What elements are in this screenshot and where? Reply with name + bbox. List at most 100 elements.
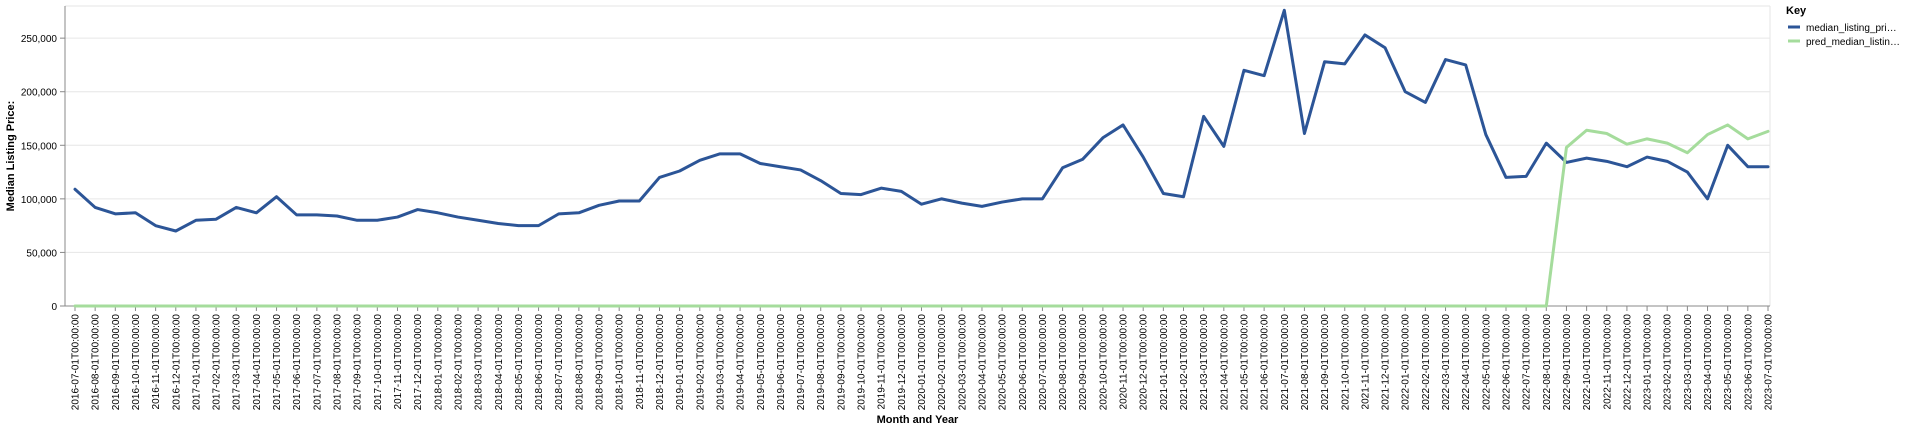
x-tick-label: 2021-01-01T00:00:00	[1159, 314, 1170, 411]
x-tick-label: 2021-04-01T00:00:00	[1219, 314, 1230, 411]
x-axis-title: Month and Year	[877, 414, 959, 426]
x-tick-label: 2021-12-01T00:00:00	[1381, 314, 1392, 411]
x-tick-label: 2022-01-01T00:00:00	[1401, 314, 1412, 411]
x-tick-label: 2019-02-01T00:00:00	[695, 314, 706, 411]
legend-title: Key	[1786, 5, 1807, 17]
x-tick-label: 2023-02-01T00:00:00	[1663, 314, 1674, 411]
legend-label: median_listing_pri…	[1806, 23, 1897, 34]
x-tick-label: 2019-03-01T00:00:00	[715, 314, 726, 411]
x-tick-label: 2020-01-01T00:00:00	[917, 314, 928, 411]
x-tick-label: 2018-10-01T00:00:00	[615, 314, 626, 411]
x-tick-label: 2021-05-01T00:00:00	[1239, 314, 1250, 411]
x-tick-label: 2022-08-01T00:00:00	[1542, 314, 1553, 411]
x-tick-label: 2020-07-01T00:00:00	[1038, 314, 1049, 411]
x-tick-label: 2021-08-01T00:00:00	[1300, 314, 1311, 411]
x-tick-label: 2019-11-01T00:00:00	[877, 314, 888, 410]
x-tick-label: 2020-06-01T00:00:00	[1018, 314, 1029, 411]
x-tick-label: 2016-09-01T00:00:00	[111, 314, 122, 411]
x-tick-label: 2022-06-01T00:00:00	[1501, 314, 1512, 411]
x-tick-label: 2018-07-01T00:00:00	[554, 314, 565, 411]
x-tick-label: 2019-12-01T00:00:00	[897, 314, 908, 411]
legend-items: median_listing_pri… pred_median_listin…	[1788, 23, 1900, 48]
x-tick-label: 2018-02-01T00:00:00	[453, 314, 464, 411]
y-tick-label: 250,000	[21, 34, 58, 45]
x-tick-label: 2016-11-01T00:00:00	[151, 314, 162, 410]
x-tick-label: 2021-03-01T00:00:00	[1199, 314, 1210, 411]
x-tick-label: 2023-01-01T00:00:00	[1643, 314, 1654, 411]
x-tick-label: 2016-10-01T00:00:00	[131, 314, 142, 411]
x-tick-label: 2017-12-01T00:00:00	[413, 314, 424, 411]
x-tick-label: 2016-07-01T00:00:00	[71, 314, 82, 411]
x-tick-label: 2022-03-01T00:00:00	[1441, 314, 1452, 411]
x-tick-label: 2020-12-01T00:00:00	[1139, 314, 1150, 411]
x-tick-label: 2023-06-01T00:00:00	[1743, 314, 1754, 411]
y-tick-label: 200,000	[21, 88, 58, 99]
x-tick-label: 2017-07-01T00:00:00	[312, 314, 323, 411]
gridlines	[65, 5, 1771, 307]
x-tick-label: 2017-03-01T00:00:00	[232, 314, 243, 411]
x-tick-label: 2017-11-01T00:00:00	[393, 314, 404, 410]
y-tick-label: 150,000	[21, 141, 58, 152]
x-tick-label: 2021-09-01T00:00:00	[1320, 314, 1331, 411]
x-tick-label: 2017-06-01T00:00:00	[292, 314, 303, 411]
x-tick-label: 2019-07-01T00:00:00	[796, 314, 807, 411]
x-tick-label: 2023-04-01T00:00:00	[1703, 314, 1714, 411]
series-lines	[73, 8, 1770, 308]
y-tick-label: 100,000	[21, 195, 58, 206]
x-tick-label: 2022-10-01T00:00:00	[1582, 314, 1593, 411]
x-tick-label: 2019-08-01T00:00:00	[816, 314, 827, 411]
x-tick-label: 2020-09-01T00:00:00	[1078, 314, 1089, 411]
x-tick-label: 2022-05-01T00:00:00	[1481, 314, 1492, 411]
x-tick-label: 2020-08-01T00:00:00	[1058, 314, 1069, 411]
axes: 0 50,000 100,000 150,000 200,000 250,000 2016-…	[21, 6, 1775, 410]
x-tick-label: 2017-02-01T00:00:00	[212, 314, 223, 411]
x-tick-label: 2018-11-01T00:00:00	[635, 314, 646, 410]
x-tick-label: 2021-06-01T00:00:00	[1260, 314, 1271, 411]
x-tick-label: 2022-04-01T00:00:00	[1461, 314, 1472, 411]
x-tick-label: 2019-10-01T00:00:00	[857, 314, 868, 411]
x-tick-label: 2017-08-01T00:00:00	[333, 314, 344, 411]
x-tick-label: 2020-03-01T00:00:00	[957, 314, 968, 411]
x-tick-label: 2020-10-01T00:00:00	[1098, 314, 1109, 411]
x-tick-label: 2022-12-01T00:00:00	[1622, 314, 1633, 411]
x-tick-label: 2021-11-01T00:00:00	[1360, 314, 1371, 410]
x-tick-label: 2020-11-01T00:00:00	[1119, 314, 1130, 410]
x-tick-label: 2017-01-01T00:00:00	[191, 314, 202, 411]
x-tick-label: 2018-08-01T00:00:00	[574, 314, 585, 411]
x-tick-label: 2018-05-01T00:00:00	[514, 314, 525, 411]
x-tick-label: 2019-05-01T00:00:00	[756, 314, 767, 411]
x-tick-label: 2023-07-01T00:00:00	[1764, 314, 1775, 411]
series-line	[73, 8, 1770, 233]
x-tick-label: 2017-09-01T00:00:00	[353, 314, 364, 411]
x-tick-label: 2022-11-01T00:00:00	[1602, 314, 1613, 410]
x-tick-label: 2021-07-01T00:00:00	[1280, 314, 1291, 411]
x-tick-label: 2017-05-01T00:00:00	[272, 314, 283, 411]
y-axis-title: Median Listing Price:	[5, 101, 17, 212]
y-tick-label: 50,000	[26, 248, 57, 259]
x-tick-label: 2020-05-01T00:00:00	[998, 314, 1009, 411]
x-tick-label: 2020-04-01T00:00:00	[977, 314, 988, 411]
legend: Key median_listing_pri… pred_median_listi…	[1786, 5, 1900, 48]
x-tick-label: 2016-12-01T00:00:00	[171, 314, 182, 411]
legend-label: pred_median_listin…	[1806, 37, 1900, 48]
x-tick-label: 2021-02-01T00:00:00	[1179, 314, 1190, 411]
x-tick-label: 2018-12-01T00:00:00	[655, 314, 666, 411]
x-tick-label: 2019-06-01T00:00:00	[776, 314, 787, 411]
x-tick-label: 2018-06-01T00:00:00	[534, 314, 545, 411]
x-tick-label: 2022-02-01T00:00:00	[1421, 314, 1432, 411]
x-tick-label: 2022-09-01T00:00:00	[1562, 314, 1573, 411]
x-tick-label: 2018-03-01T00:00:00	[474, 314, 485, 411]
x-tick-label: 2017-04-01T00:00:00	[252, 314, 263, 411]
series-line	[73, 123, 1770, 308]
x-tick-label: 2022-07-01T00:00:00	[1522, 314, 1533, 411]
x-tick-label: 2023-03-01T00:00:00	[1683, 314, 1694, 411]
x-tick-label: 2018-04-01T00:00:00	[494, 314, 505, 411]
y-tick-label: 0	[51, 302, 57, 313]
x-tick-label: 2017-10-01T00:00:00	[373, 314, 384, 411]
x-tick-label: 2018-09-01T00:00:00	[595, 314, 606, 411]
x-tick-label: 2021-10-01T00:00:00	[1340, 314, 1351, 411]
x-tick-label: 2019-09-01T00:00:00	[836, 314, 847, 411]
x-tick-label: 2019-04-01T00:00:00	[736, 314, 747, 411]
